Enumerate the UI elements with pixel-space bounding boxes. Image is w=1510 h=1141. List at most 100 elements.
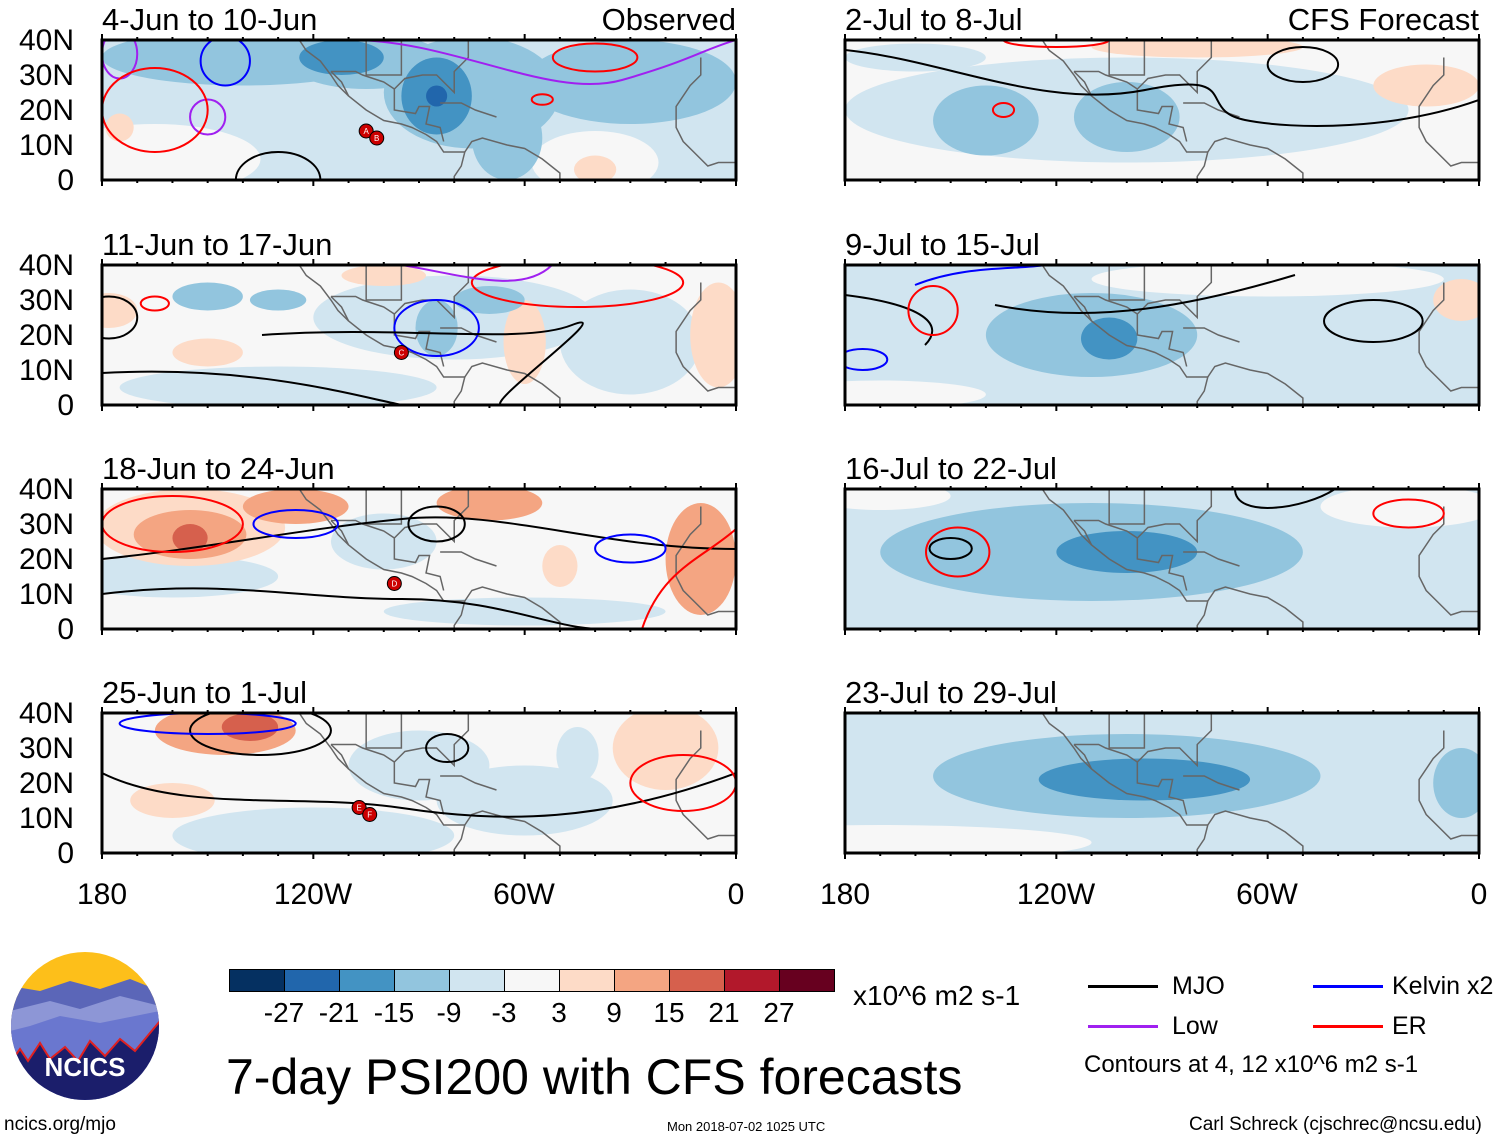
shaded-anomaly [503, 300, 546, 384]
colorbar-swatch [614, 969, 670, 992]
coastline [295, 713, 403, 749]
legend-line-mjo [1088, 985, 1158, 988]
er-contour [102, 67, 209, 153]
er-contour [629, 754, 736, 812]
lat-label: 20N [18, 94, 74, 127]
mjo-contour [102, 587, 603, 629]
panel-title: 23-Jul to 29-Jul [845, 675, 1057, 710]
shaded-anomaly [249, 289, 307, 311]
lat-label: 10N [18, 354, 74, 387]
legend-label-kelvin: Kelvin x2 [1392, 972, 1494, 1000]
panel-title: 16-Jul to 22-Jul [845, 451, 1057, 486]
mjo-contour [189, 713, 332, 756]
coastline [330, 519, 350, 546]
storm-marker: B [369, 130, 385, 146]
coastline [1073, 519, 1093, 546]
coastline [1073, 70, 1093, 97]
coastline [1073, 519, 1138, 539]
shaded-anomaly [1038, 758, 1251, 801]
coastline [330, 743, 350, 770]
lat-label: 30N [18, 508, 74, 541]
lon-label: 120W [1016, 878, 1096, 911]
storm-label: D [391, 580, 397, 589]
lon-label: 120W [273, 878, 353, 911]
shaded-anomaly [341, 265, 427, 286]
coastline [1038, 713, 1146, 749]
colorbar-swatch [339, 969, 395, 992]
shaded-anomaly [845, 825, 1092, 853]
shaded-anomaly [172, 807, 455, 853]
colorbar-swatch [394, 969, 450, 992]
footer-timestamp: Mon 2018-07-02 1025 UTC [667, 1119, 826, 1134]
coastline [1207, 137, 1304, 180]
lat-label: 0 [57, 837, 74, 870]
er-contour [641, 528, 736, 629]
shaded-anomaly [845, 380, 986, 405]
er-contour [530, 93, 554, 106]
colorbar-swatch [669, 969, 725, 992]
map-panel [843, 707, 1481, 859]
er-contour [551, 42, 639, 73]
shaded-anomaly [330, 513, 437, 570]
mjo-contour [102, 370, 403, 405]
shaded-anomaly [573, 155, 617, 180]
lon-label: 0 [1470, 878, 1488, 911]
er-contour [1002, 40, 1111, 48]
panel-title: 25-Jun to 1-Jul [102, 675, 308, 710]
er-contour [470, 265, 685, 308]
er-contour [925, 526, 991, 578]
coastline [1073, 295, 1093, 322]
colorbar-swatch [449, 969, 505, 992]
footer-url[interactable]: ncics.org/mjo [4, 1114, 116, 1135]
colorbar-label: -27 [263, 997, 305, 1028]
colorbar-label: -3 [491, 997, 517, 1028]
mjo-contour [407, 505, 466, 543]
coastline [1136, 713, 1213, 815]
shaded-anomaly [612, 713, 719, 790]
colorbar-swatch [779, 969, 835, 992]
panel-title: 2-Jul to 8-Jul [845, 2, 1023, 37]
shaded-anomaly [102, 124, 261, 180]
lat-label: 20N [18, 543, 74, 576]
lat-label: 10N [18, 578, 74, 611]
map-panel [843, 259, 1481, 411]
lat-label: 40N [18, 473, 74, 506]
shaded-anomaly [242, 489, 349, 524]
footer-author: Carl Schreck (cjschrec@ncsu.edu) [1189, 1114, 1482, 1135]
coastline [440, 327, 497, 343]
shaded-anomaly [1073, 82, 1180, 152]
lon-label: 0 [727, 878, 745, 911]
storm-marker: E [351, 800, 367, 815]
storm-label: C [398, 349, 404, 358]
lat-label: 30N [18, 59, 74, 92]
colorbar-label: 9 [606, 997, 622, 1028]
mjo-contour [845, 49, 1479, 127]
logo-text: NCICS [45, 1052, 126, 1082]
figure-title: 7-day PSI200 with CFS forecasts [226, 1049, 963, 1105]
shaded-anomaly [542, 545, 578, 587]
map-panel: AB [100, 34, 738, 186]
mjo-contour [102, 772, 736, 818]
panel-title: 18-Jun to 24-Jun [102, 451, 335, 486]
colorbar-swatch [229, 969, 285, 992]
shaded-anomaly [933, 85, 1039, 156]
colorbar-swatch [559, 969, 615, 992]
coastline [1073, 743, 1138, 763]
shaded-anomaly [172, 338, 243, 367]
panel-title: 4-Jun to 10-Jun [102, 2, 318, 37]
coastline [1038, 489, 1146, 525]
coastline [1073, 295, 1138, 315]
colorbar-label: 27 [763, 997, 795, 1028]
shaded-anomaly [436, 489, 543, 521]
mjo-contour [1323, 299, 1424, 343]
shaded-anomaly [105, 113, 134, 142]
shaded-anomaly [415, 300, 458, 356]
coastline [464, 137, 561, 180]
coastline [330, 295, 395, 315]
coastline [393, 40, 470, 142]
storm-marker: A [358, 123, 374, 139]
coastline [440, 102, 497, 118]
lat-label: 10N [18, 129, 74, 162]
panel-title: 9-Jul to 15-Jul [845, 227, 1040, 262]
storm-label: B [374, 134, 379, 143]
